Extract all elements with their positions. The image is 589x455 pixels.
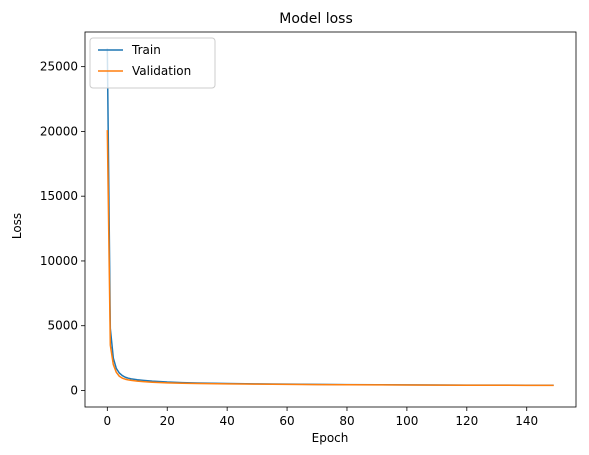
x-tick-label: 0	[103, 414, 111, 428]
x-tick-label: 40	[220, 414, 235, 428]
series-line-train	[106, 48, 554, 387]
x-axis-label: Epoch	[312, 431, 349, 445]
y-tick-label: 0	[70, 383, 78, 397]
y-axis-label: Loss	[10, 213, 24, 239]
y-tick-label: 5000	[47, 319, 78, 333]
plot-area	[84, 31, 577, 408]
chart-title: Model loss	[279, 11, 353, 27]
x-tick-label: 80	[339, 414, 354, 428]
y-tick-label: 20000	[40, 124, 78, 138]
y-tick-label: 25000	[40, 60, 78, 74]
x-tick-label: 60	[279, 414, 294, 428]
legend-label: Validation	[132, 64, 191, 78]
axis-ticks: 0 20 40 60 80 100 120 140 0 5000 10000 15000 20000 25…	[40, 60, 538, 428]
plot-frame	[84, 31, 577, 408]
y-tick-label: 10000	[40, 254, 78, 268]
x-tick-label: 140	[515, 414, 538, 428]
x-tick-label: 120	[455, 414, 478, 428]
x-tick-label: 20	[160, 414, 175, 428]
y-tick-label: 15000	[40, 189, 78, 203]
series-line-validation	[106, 130, 554, 387]
legend: Train Validation	[89, 37, 216, 89]
x-tick-label: 100	[395, 414, 418, 428]
legend-label: Train	[131, 43, 161, 57]
